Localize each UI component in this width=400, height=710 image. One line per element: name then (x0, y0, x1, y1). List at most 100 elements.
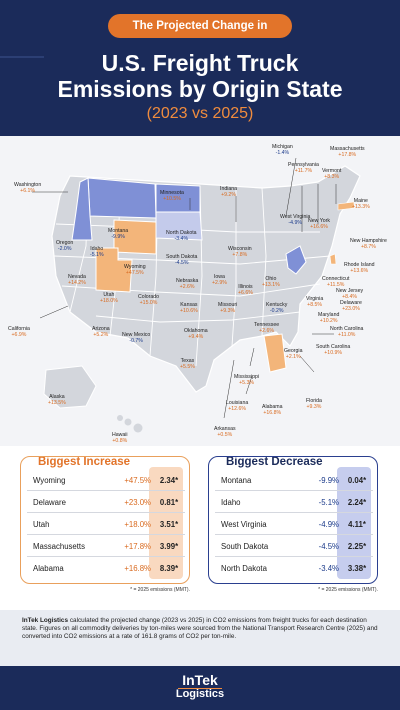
state-label-colorado: Colorado +15.0% (138, 294, 159, 306)
percent-change: +23.0% (124, 498, 151, 507)
state-name: Texas (180, 358, 195, 364)
emissions-value: 3.38* (347, 564, 367, 573)
table-row: Delaware +23.0% 0.81* (27, 491, 185, 513)
state-utah-shape (95, 247, 133, 293)
state-name: Georgia (284, 348, 303, 354)
summary-panels: Biggest Increase Wyoming +47.5% 2.34* Delaw… (0, 446, 400, 610)
state-name: California (8, 326, 30, 332)
page-subtitle: (2023 vs 2025) (146, 105, 254, 122)
state-value: +9.2% (221, 192, 236, 198)
state-value: +0.5% (217, 432, 233, 438)
state-name: Pennsylvania (288, 162, 319, 168)
state-value: +10.5% (163, 196, 181, 202)
state-value: +10.2% (319, 318, 338, 324)
state-name: Tennessee (254, 322, 280, 328)
logo-bottom: Logistics (175, 688, 225, 700)
state-label-iowa: Iowa +2.9% (212, 274, 227, 286)
state-name: New York (308, 218, 330, 224)
state-name: Idaho (90, 246, 104, 252)
state-label-southcarolina: South Carolina +10.9% (316, 344, 350, 356)
methodology-text: InTek Logistics calculated the projected… (22, 617, 378, 641)
state-value: +10.9% (324, 350, 343, 356)
state-name: Ohio (265, 276, 277, 282)
state-label-washington: Washington +6.1% (14, 182, 41, 194)
state-name: New Jersey (336, 288, 364, 294)
state-name: Wyoming (33, 476, 66, 485)
state-label-nebraska: Nebraska +2.6% (176, 278, 198, 290)
emissions-value: 8.39* (159, 564, 179, 573)
state-name: West Virginia (221, 520, 267, 529)
state-name: Arkansas (214, 426, 236, 432)
page-title-line1: U.S. Freight Truck (101, 50, 299, 76)
state-label-michigan: Michigan -1.4% (272, 144, 293, 156)
state-label-tennessee: Tennessee +2.6% (254, 322, 279, 334)
decrease-value-column (337, 467, 371, 579)
state-label-arizona: Arizona +5.2% (92, 326, 110, 338)
state-value: +8.3% (324, 174, 340, 180)
percent-change: -4.5% (318, 542, 339, 551)
state-label-illinois: Illinois +6.6% (238, 284, 253, 296)
state-name: Louisiana (226, 400, 249, 406)
state-value: +2.9% (212, 280, 227, 286)
state-value: -0.2% (269, 308, 284, 314)
table-row: Utah +18.0% 3.51* (27, 513, 185, 535)
state-name: Vermont (322, 168, 342, 174)
percent-change: +18.0% (124, 520, 151, 529)
state-name: Idaho (221, 498, 241, 507)
state-value: +15.0% (139, 300, 158, 306)
state-name: Alabama (33, 564, 64, 573)
biggest-increase-panel: Biggest Increase Wyoming +47.5% 2.34* Delaw… (20, 456, 190, 584)
increase-value-column (149, 467, 183, 579)
state-name: Maine (353, 198, 368, 204)
state-value: +14.2% (68, 280, 86, 286)
emissions-value: 2.25* (347, 542, 367, 551)
emissions-value: 4.11* (348, 520, 366, 529)
state-value: +7.8% (232, 252, 248, 258)
state-value: -4.5% (174, 260, 189, 266)
state-name: Wyoming (124, 264, 146, 270)
decrease-note: * = 2025 emissions (MMT). (318, 587, 378, 593)
state-name: Missouri (218, 302, 238, 308)
table-row: Alabama +16.8% 8.39* (27, 557, 185, 579)
state-name: Montana (221, 476, 252, 485)
state-label-indiana: Indiana +9.2% (220, 186, 237, 198)
emissions-value: 0.81* (159, 498, 179, 507)
percent-change: +17.8% (124, 542, 151, 551)
state-value: +6.6% (238, 290, 253, 296)
state-name: Indiana (220, 186, 238, 192)
table-row: South Dakota -4.5% 2.25* (215, 535, 373, 557)
state-name: Oregon (56, 240, 74, 246)
state-value: +8.7% (361, 244, 376, 250)
state-name: Rhode Island (344, 262, 375, 268)
state-label-alaska: Alaska +13.5% (48, 394, 66, 406)
page-title-line2: Emissions by Origin State (57, 76, 343, 102)
emissions-value: 3.99* (159, 542, 179, 551)
state-value: -2.0% (57, 246, 72, 252)
emissions-value: 3.51* (159, 520, 179, 529)
state-delaware-shape (329, 253, 337, 265)
state-label-pennsylvania: Pennsylvania +11.7% (288, 162, 319, 174)
state-label-nevada: Nevada +14.2% (68, 274, 86, 286)
state-idaho-shape (71, 177, 93, 241)
percent-change: -4.9% (318, 520, 339, 529)
state-value: -9.9% (111, 234, 125, 240)
table-row: North Dakota -3.4% 3.38* (215, 557, 373, 579)
state-label-texas: Texas +5.5% (180, 358, 195, 370)
logo-top: InTek (182, 672, 218, 688)
state-label-arkansas: Arkansas +0.5% (214, 426, 236, 438)
state-name: Illinois (238, 284, 253, 290)
state-value: +16.6% (310, 224, 328, 230)
state-name: Florida (306, 398, 322, 404)
state-value: +9.3% (220, 308, 236, 314)
state-label-oklahoma: Oklahoma +9.4% (184, 328, 208, 340)
state-wyoming-shape (113, 219, 157, 255)
state-value: +2.6% (259, 328, 274, 334)
state-label-kansas: Kansas +10.6% (180, 302, 198, 314)
state-name: Utah (103, 292, 115, 298)
alaska-shape (43, 365, 97, 409)
state-name: Wisconsin (228, 246, 252, 252)
state-name: Delaware (33, 498, 66, 507)
state-value: +12.6% (228, 406, 246, 412)
state-label-virginia: Virginia +8.5% (306, 296, 323, 308)
state-name: Virginia (306, 296, 324, 302)
